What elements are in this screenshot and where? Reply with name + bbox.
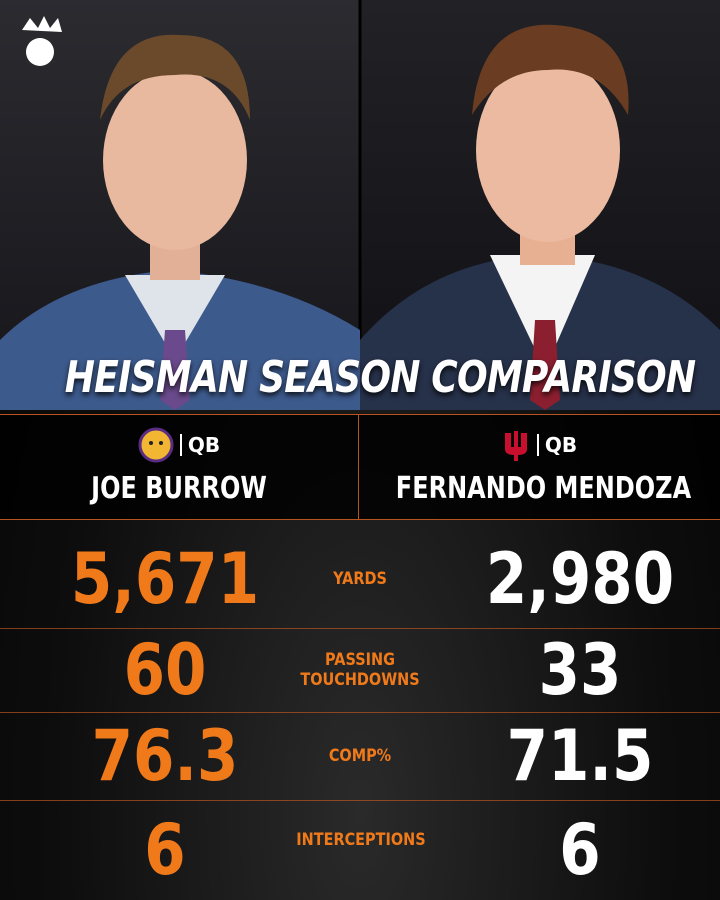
player-header: QB JOE BURROW QB FERNANDO MENDOZA [0, 414, 720, 520]
separator [179, 434, 182, 456]
stat-row: 6 6 INTERCEPTIONS [0, 800, 720, 900]
left-value: 6 [144, 809, 186, 891]
stat-label: COMP% [328, 746, 392, 766]
player-card: QB JOE BURROW [0, 415, 359, 519]
team-logo [504, 431, 527, 461]
title: HEISMAN SEASON COMPARISON [64, 352, 696, 403]
stat-label: INTERCEPTIONS [296, 830, 426, 850]
right-value: 2,980 [485, 538, 675, 620]
player-card: QB FERNANDO MENDOZA [360, 415, 718, 519]
stat-row: 76.3 71.5 COMP% [0, 712, 720, 801]
left-value: 76.3 [91, 715, 239, 797]
right-value: 6 [559, 809, 601, 891]
player-name: JOE BURROW [91, 471, 267, 506]
stat-label: PASSING TOUCHDOWNS [300, 650, 420, 690]
left-value: 60 [123, 629, 207, 711]
position-line: QB [360, 427, 718, 463]
team-logo [138, 427, 174, 463]
position: QB [544, 433, 578, 457]
stat-row: 5,671 2,980 YARDS [0, 530, 720, 629]
right-value: 71.5 [506, 715, 654, 797]
right-value: 33 [538, 629, 622, 711]
separator [536, 434, 539, 456]
position: QB [187, 433, 221, 457]
position-line: QB [0, 427, 358, 463]
stat-row: 60 33 PASSING TOUCHDOWNS [0, 628, 720, 713]
player-name: FERNANDO MENDOZA [395, 471, 692, 506]
stats-table: 5,671 2,980 YARDS 60 33 PASSING TOUCHDOWNS 76.… [0, 530, 720, 900]
left-value: 5,671 [70, 538, 260, 620]
player-photos [0, 0, 720, 410]
stat-label: YARDS [333, 569, 387, 589]
